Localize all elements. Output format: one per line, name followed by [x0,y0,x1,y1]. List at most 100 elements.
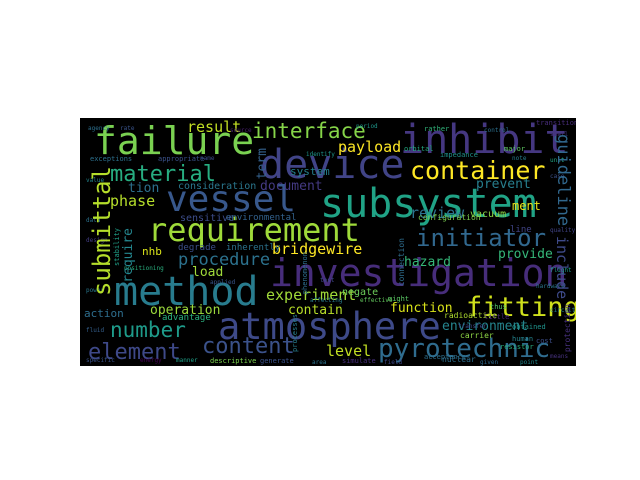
word-environment: environment [442,319,529,334]
word-load: load [192,265,224,280]
word-experiment: experiment [266,286,357,304]
word-design: design [86,237,108,244]
word-guideline: guideline [553,134,573,227]
word-vacuum: vacuum [470,209,507,220]
word-control: control [484,127,510,134]
word-thus: thus [490,303,507,311]
word-hardware: hardware [536,283,565,290]
word-affecting: affecting [310,297,343,304]
word-power: power [86,287,105,294]
word-human: human [512,335,534,343]
word-acceptance: acceptance [424,353,467,361]
word-level: level [326,342,372,360]
word-submittal: submittal [88,166,116,297]
word-orbital: orbital [404,145,434,153]
word-field: field [384,359,403,366]
word-contain: contain [288,303,343,318]
word-quality: quality [550,227,576,234]
word-content: content [202,334,295,359]
word-descriptive: descriptive [210,357,257,365]
word-configuration: configuration [418,213,481,222]
word-data: data [86,217,101,224]
word-specific: specific [86,357,115,364]
word-carrier: carrier [460,331,494,340]
word-pyrotechnic: pyrotechnic [378,334,551,364]
word-provide: provide [498,247,553,262]
word-note: note [512,155,527,162]
word-transition: transition [536,119,576,127]
word-positioning: positioning [124,265,164,272]
word-inhibit: inhibit [400,118,569,163]
word-case: case [550,173,565,180]
word-advantage: advantage [162,313,211,323]
word-atmosphere: atmosphere [218,305,441,348]
word-energy: energy [140,357,162,364]
word-inherently: inherently [226,243,281,253]
word-subsystem: subsystem [320,181,537,227]
word-obtained: obtained [512,323,546,331]
word-function: function [390,301,453,316]
word-point: point [520,359,539,366]
word-bridgewire: bridgewire [272,240,363,258]
word-given: given [480,359,499,366]
word-interface: interface [252,119,366,143]
word-tion: tion [128,181,160,196]
word-procedure: procedure [178,250,271,270]
word-system: system [290,165,330,178]
word-generate: generate [260,357,294,365]
word-area: area [312,359,327,366]
word-nhb: nhb [142,245,162,258]
word-connection: connection [397,238,406,287]
word-rate: rate [120,125,135,132]
word-transfer: transfer [458,323,487,330]
word-test: test [320,277,335,284]
word-processes: processes [291,314,299,352]
word-failure: failure [94,119,255,163]
word-negate: negate [342,287,379,298]
word-environmental: environmental [226,213,297,223]
word-major: major [504,145,526,153]
word-consideration: consideration [178,181,257,192]
word-value: value [86,177,105,184]
word-stability: stability [113,228,121,266]
word-payload: payload [338,138,402,156]
word-term: term [255,148,270,180]
word-requirement: requirement [148,211,360,249]
word-little: little [484,313,510,321]
word-ment: ment [512,199,541,213]
word-source: source [230,127,252,134]
word-phenomenon: phenomenon [301,252,309,295]
word-material: material [110,162,216,187]
word-result: result [187,118,242,136]
word-exceptions: exceptions [90,155,133,163]
word-agency: agency [88,125,110,132]
word-initiator: initiator [416,224,547,252]
word-appropriate: appropriate [158,155,205,163]
word-manner: manner [176,357,198,364]
word-applied: applied [210,279,236,286]
word-simulate: simulate [342,357,376,365]
word-include: include [553,236,571,300]
word-line: line [510,225,532,235]
word-means: means [550,353,569,360]
word-operation: operation [150,303,221,318]
word-period: period [356,123,378,130]
word-method: method [114,269,259,315]
word-action: action [84,307,124,320]
word-element: element [88,340,181,365]
word-cloud: failure interface inhibit device result … [80,118,576,366]
word-container: container [410,156,546,185]
word-unit: unit [550,157,565,164]
word-require: require [121,228,136,283]
word-effective: effective [360,297,393,304]
word-radioactive: radioactive [444,311,497,320]
word-rather: rather [424,125,450,133]
word-name: name [200,155,215,162]
word-shall: shall [550,131,569,138]
word-number: number [110,318,186,342]
word-document: document [260,179,323,194]
word-resistor: resistor [500,343,534,351]
word-device: device [260,142,405,188]
word-prevent: prevent [476,177,531,192]
